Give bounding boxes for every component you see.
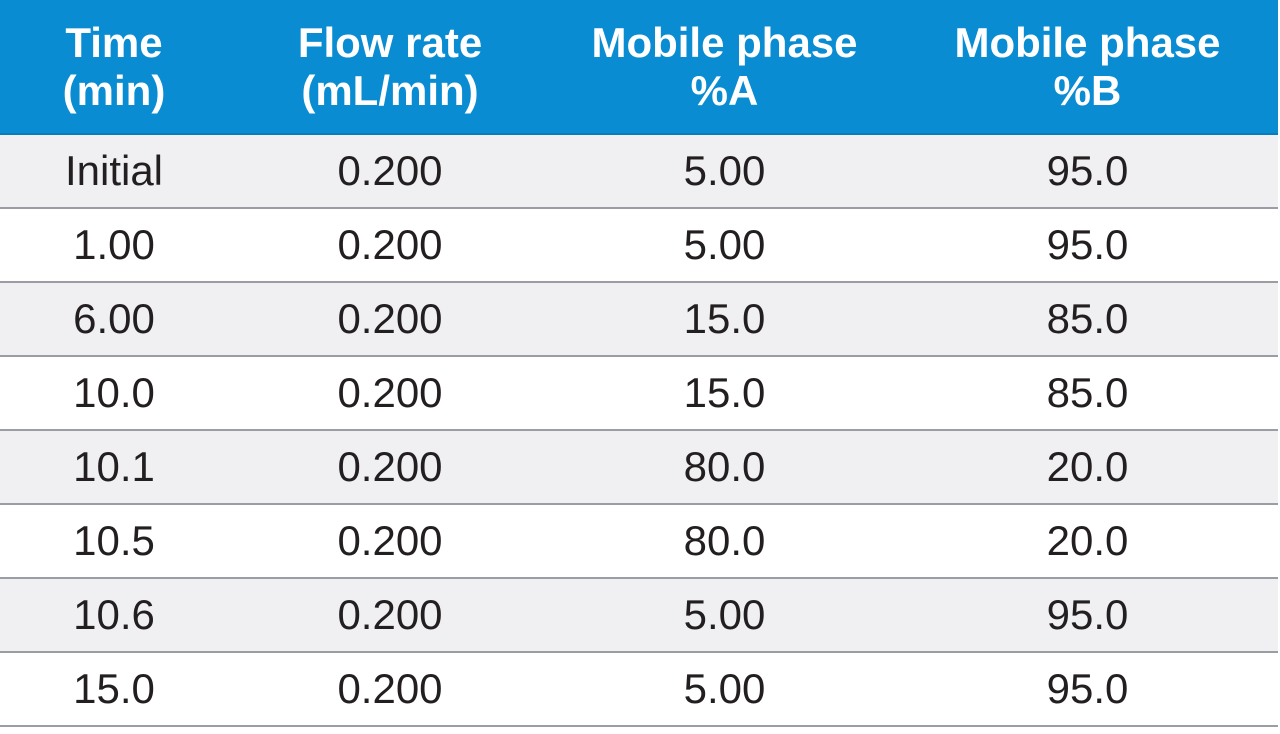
phase-b-cell: 20.0 [1046,443,1129,490]
table-row: 6.00 0.200 15.0 85.0 [0,283,1278,357]
phase-a-cell: 15.0 [683,295,766,342]
time-cell: 1.00 [73,221,155,268]
table-row: 10.5 0.200 80.0 20.0 [0,505,1278,579]
phase-a-cell: 5.00 [683,591,766,638]
header-mobile-phase-a-line1: Mobile phase [591,18,858,66]
time-cell: 15.0 [73,665,155,712]
flow-rate-cell: 0.200 [337,665,443,712]
header-time-line2: (min) [62,66,166,114]
phase-b-cell: 95.0 [1046,221,1129,268]
table-row: 10.1 0.200 80.0 20.0 [0,431,1278,505]
flow-rate-cell: 0.200 [337,369,443,416]
phase-a-cell: 5.00 [683,221,766,268]
header-time: Time (min) [0,0,228,133]
header-time-line1: Time [65,18,163,66]
flow-rate-cell: 0.200 [337,443,443,490]
flow-rate-cell: 0.200 [337,295,443,342]
phase-a-cell: 5.00 [683,665,766,712]
phase-b-cell: 85.0 [1046,295,1129,342]
phase-b-cell: 95.0 [1046,147,1129,194]
phase-a-cell: 80.0 [683,443,766,490]
phase-b-cell: 20.0 [1046,517,1129,564]
table-row: 15.0 0.200 5.00 95.0 [0,653,1278,727]
header-mobile-phase-b: Mobile phase %B [897,0,1278,133]
phase-b-cell: 95.0 [1046,591,1129,638]
flow-rate-cell: 0.200 [337,147,443,194]
time-cell: 10.1 [73,443,155,490]
header-mobile-phase-b-line1: Mobile phase [954,18,1221,66]
time-cell: 10.0 [73,369,155,416]
phase-b-cell: 95.0 [1046,665,1129,712]
header-flow-rate: Flow rate (mL/min) [228,0,552,133]
header-mobile-phase-a: Mobile phase %A [552,0,897,133]
header-flow-rate-line2: (mL/min) [301,66,479,114]
table-header-row: Time (min) Flow rate (mL/min) Mobile pha… [0,0,1278,135]
flow-rate-cell: 0.200 [337,591,443,638]
table-row: 1.00 0.200 5.00 95.0 [0,209,1278,283]
time-cell: 6.00 [73,295,155,342]
flow-rate-cell: 0.200 [337,221,443,268]
header-flow-rate-line1: Flow rate [297,18,483,66]
table-row: Initial 0.200 5.00 95.0 [0,135,1278,209]
time-cell: 10.6 [73,591,155,638]
table-row: 10.0 0.200 15.0 85.0 [0,357,1278,431]
phase-b-cell: 85.0 [1046,369,1129,416]
flow-rate-cell: 0.200 [337,517,443,564]
header-mobile-phase-a-line2: %A [690,66,759,114]
phase-a-cell: 5.00 [683,147,766,194]
phase-a-cell: 15.0 [683,369,766,416]
header-mobile-phase-b-line2: %B [1053,66,1122,114]
time-cell: 10.5 [73,517,155,564]
phase-a-cell: 80.0 [683,517,766,564]
table-row: 10.6 0.200 5.00 95.0 [0,579,1278,653]
time-cell: Initial [64,147,164,194]
